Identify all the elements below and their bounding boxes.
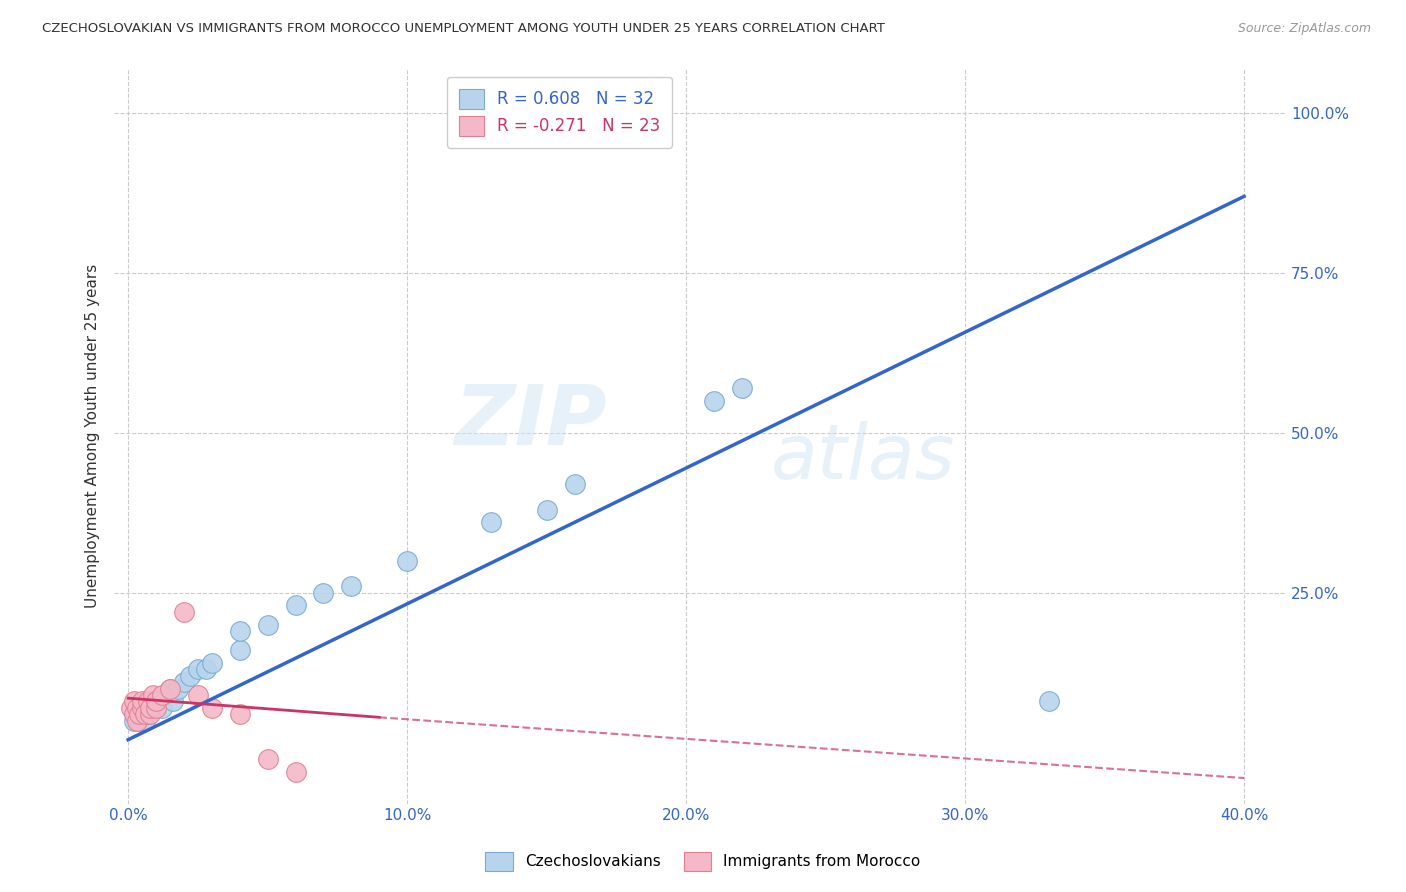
Point [125, 707, 148, 722]
Point [201, 700, 224, 714]
Point [284, 764, 307, 779]
Point [479, 516, 502, 530]
Point [136, 707, 159, 722]
Point [340, 579, 363, 593]
Point [134, 707, 156, 722]
Point [159, 681, 181, 696]
Point [731, 381, 754, 395]
Point [142, 700, 165, 714]
Legend: R = 0.608   N = 32, R = -0.271   N = 23: R = 0.608 N = 32, R = -0.271 N = 23 [447, 77, 672, 147]
Point [139, 707, 162, 722]
Legend: Czechoslovakians, Immigrants from Morocco: Czechoslovakians, Immigrants from Morocc… [477, 843, 929, 880]
Text: atlas: atlas [770, 421, 955, 495]
Point [125, 714, 148, 728]
Point [139, 700, 162, 714]
Point [162, 694, 184, 708]
Point [145, 700, 167, 714]
Point [187, 688, 209, 702]
Point [134, 714, 156, 728]
Point [122, 714, 145, 728]
Point [229, 624, 252, 638]
Text: CZECHOSLOVAKIAN VS IMMIGRANTS FROM MOROCCO UNEMPLOYMENT AMONG YOUTH UNDER 25 YEA: CZECHOSLOVAKIAN VS IMMIGRANTS FROM MOROC… [42, 22, 884, 36]
Point [131, 700, 153, 714]
Point [179, 669, 201, 683]
Point [131, 694, 153, 708]
Point [396, 554, 419, 568]
Point [142, 688, 165, 702]
Point [131, 700, 153, 714]
Point [159, 681, 181, 696]
Point [167, 681, 190, 696]
Point [125, 700, 148, 714]
Point [229, 707, 252, 722]
Point [187, 662, 209, 676]
Point [153, 688, 176, 702]
Point [1038, 694, 1060, 708]
Point [703, 393, 725, 408]
Point [145, 694, 167, 708]
Point [145, 694, 167, 708]
Point [139, 694, 162, 708]
Y-axis label: Unemployment Among Youth under 25 years: Unemployment Among Youth under 25 years [86, 264, 100, 608]
Point [120, 700, 142, 714]
Point [284, 599, 307, 613]
Point [256, 752, 278, 766]
Point [201, 656, 224, 670]
Text: Source: ZipAtlas.com: Source: ZipAtlas.com [1237, 22, 1371, 36]
Point [128, 714, 150, 728]
Point [564, 477, 586, 491]
Point [136, 694, 159, 708]
Point [173, 675, 195, 690]
Point [229, 643, 252, 657]
Text: ZIP: ZIP [454, 381, 606, 462]
Point [122, 707, 145, 722]
Point [128, 707, 150, 722]
Point [536, 502, 558, 516]
Point [312, 585, 335, 599]
Point [150, 700, 173, 714]
Point [122, 694, 145, 708]
Point [195, 662, 218, 676]
Point [256, 617, 278, 632]
Point [150, 688, 173, 702]
Point [173, 605, 195, 619]
